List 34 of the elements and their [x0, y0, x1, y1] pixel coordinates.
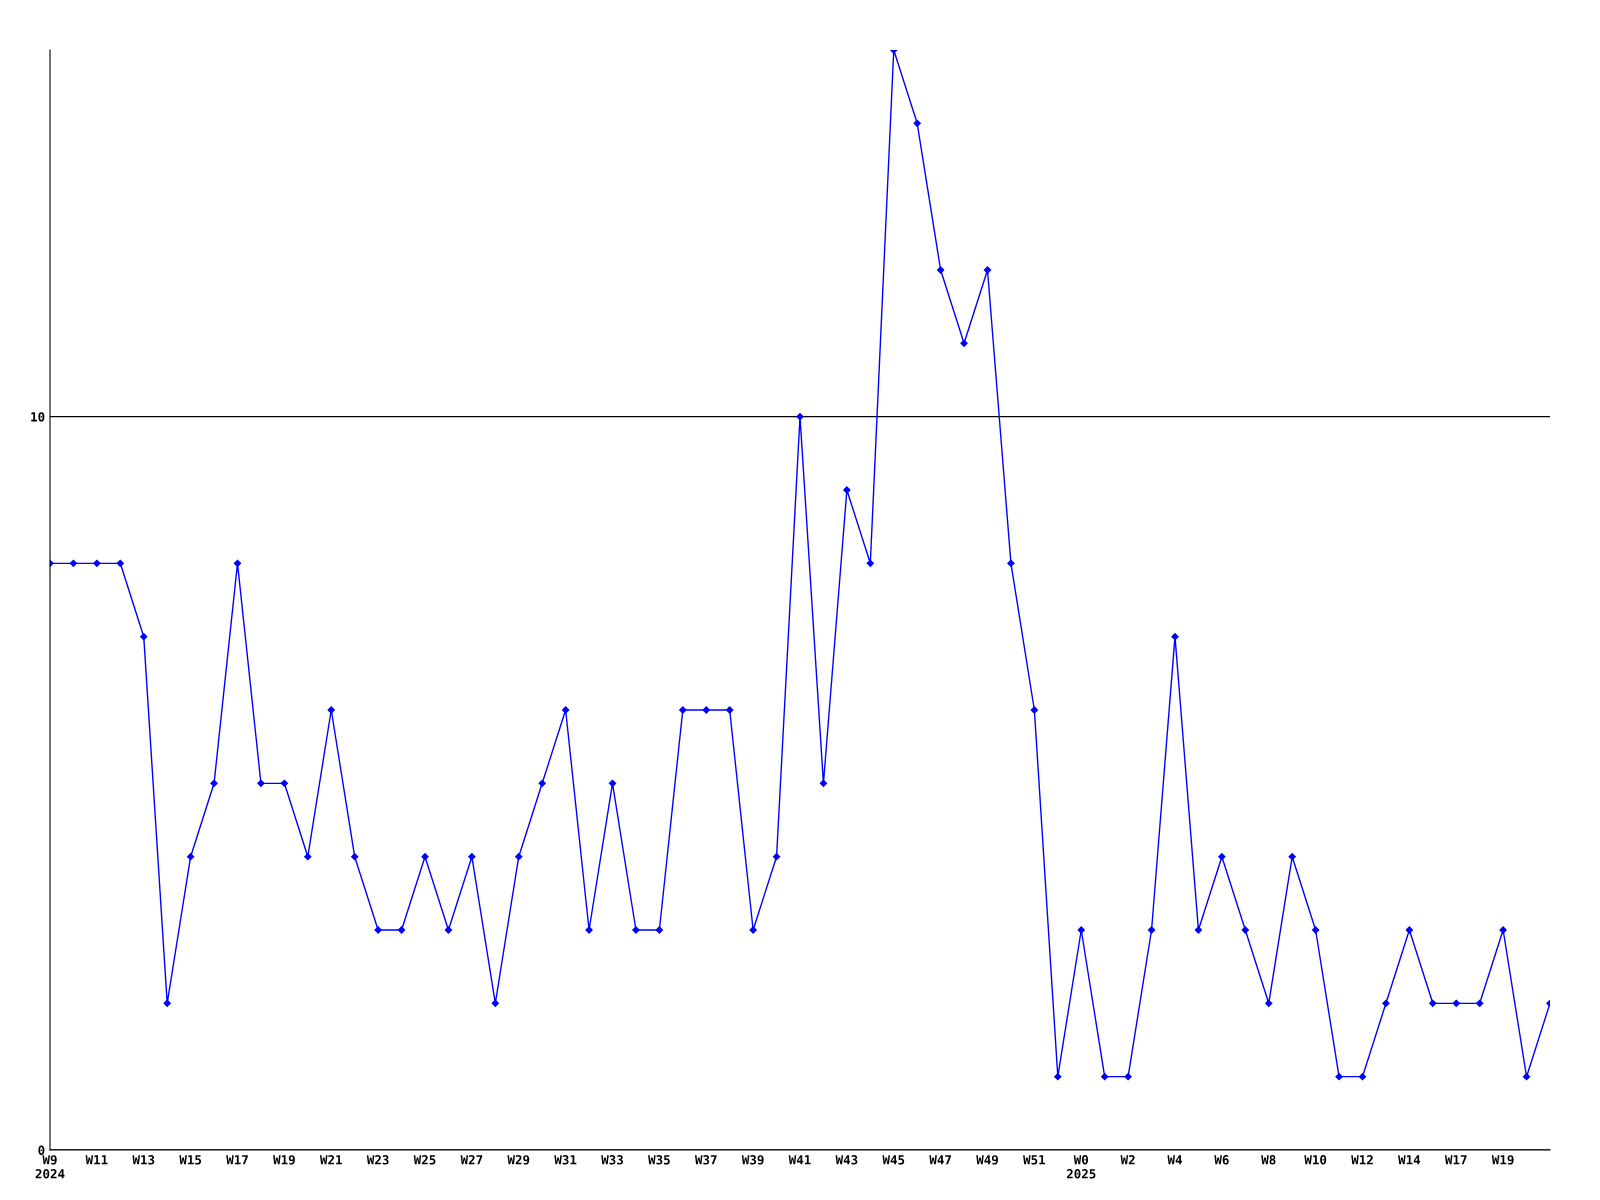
x-tick-label: W43 — [835, 1155, 858, 1165]
y-tick-label: 10 — [31, 412, 45, 422]
x-tick-label: W45 — [882, 1155, 905, 1165]
x-tick-label: W0 2025 — [1066, 1155, 1096, 1179]
x-tick-label: W14 — [1398, 1155, 1421, 1165]
x-tick-label: W49 — [976, 1155, 998, 1165]
x-tick-label: W51 — [1023, 1155, 1046, 1165]
x-tick-label: W21 — [319, 1155, 342, 1165]
x-tick-label: W9 2024 — [35, 1155, 65, 1179]
x-tick-label: W35 — [648, 1155, 670, 1165]
x-tick-label: W23 — [366, 1155, 389, 1165]
x-tick-label: W33 — [601, 1155, 623, 1165]
x-tick-label: W47 — [929, 1155, 951, 1165]
x-tick-label: W29 — [507, 1155, 530, 1165]
x-tick-label: W19 — [273, 1155, 295, 1165]
x-tick-label: W2 — [1120, 1155, 1135, 1165]
x-tick-label: W10 — [1304, 1155, 1327, 1165]
x-tick-label: W17 — [1444, 1155, 1467, 1165]
x-tick-label: W37 — [694, 1155, 717, 1165]
x-tick-label: W15 — [179, 1155, 202, 1165]
x-tick-label: W19 — [1491, 1155, 1514, 1165]
x-tick-label: W13 — [132, 1155, 155, 1165]
x-tick-label: W12 — [1351, 1155, 1373, 1165]
x-tick-label: W4 — [1167, 1155, 1182, 1165]
x-tick-label: W6 — [1214, 1155, 1229, 1165]
x-tick-label: W25 — [413, 1155, 436, 1165]
y-tick-label: 0 — [38, 1145, 45, 1155]
x-tick-label: W27 — [460, 1155, 483, 1165]
x-tick-label: W17 — [226, 1155, 248, 1165]
x-tick-label: W31 — [554, 1155, 577, 1165]
x-tick-label: W11 — [85, 1155, 108, 1165]
x-tick-label: W8 — [1261, 1155, 1276, 1165]
x-tick-label: W39 — [741, 1155, 764, 1165]
x-tick-label: W41 — [788, 1155, 811, 1165]
